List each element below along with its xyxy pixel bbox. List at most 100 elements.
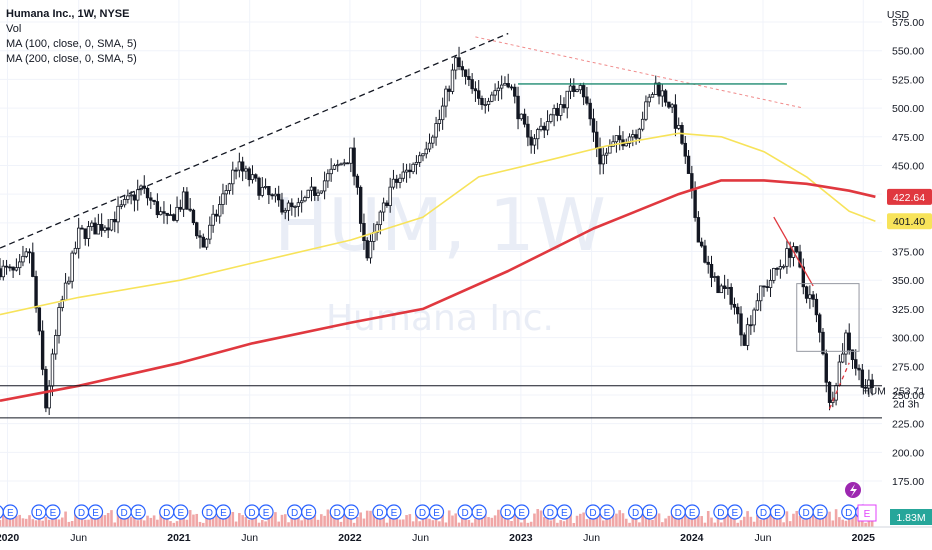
volume-bar — [618, 510, 621, 527]
volume-bar — [765, 515, 769, 527]
candle-body — [614, 135, 619, 143]
candle-body — [260, 186, 265, 196]
candle-body — [70, 252, 74, 282]
volume-bar — [428, 518, 431, 527]
lightning-icon[interactable] — [845, 482, 861, 498]
candle-body — [421, 153, 425, 157]
moving-averages — [0, 132, 876, 402]
candle-body — [660, 90, 665, 97]
volume-bar — [680, 517, 684, 527]
volume-bar — [513, 512, 517, 527]
candle-body — [696, 217, 701, 243]
earnings-markers[interactable]: DEDEDEDEDEDEDEDEDEDEDEDEDEDEDEDEDEDEDEDE… — [0, 504, 871, 520]
candle-body — [726, 286, 730, 289]
candle-body — [608, 145, 612, 154]
volume-bar — [703, 522, 707, 527]
volume-bar — [677, 517, 681, 527]
legend-title[interactable]: Humana Inc., 1W, NYSE — [6, 8, 130, 20]
candle-body — [313, 186, 317, 196]
volume-bar — [693, 515, 697, 527]
volume-bar — [57, 519, 61, 527]
volume-bar — [80, 519, 84, 527]
ma100-line — [0, 132, 876, 316]
legend-vol[interactable]: Vol — [6, 23, 22, 35]
volume-bar — [106, 513, 110, 527]
earnings-marker-icon — [428, 504, 445, 520]
volume-bar — [720, 522, 723, 527]
volume-bar — [175, 521, 179, 527]
legend-ma200[interactable]: MA (200, close, 0, SMA, 5) — [6, 53, 137, 65]
volume-bar — [388, 511, 392, 527]
earnings-marker-label: D — [376, 508, 383, 519]
y-tick-label: 225.00 — [892, 419, 924, 431]
volume-bar — [270, 512, 274, 527]
volume-bar — [120, 512, 123, 527]
volume-bar — [320, 514, 323, 527]
volume-bar — [11, 516, 15, 527]
volume-bar — [651, 519, 654, 527]
volume-bar — [716, 514, 720, 527]
volume-bar — [477, 514, 481, 527]
volume-bar — [556, 522, 559, 527]
volume-bar — [70, 520, 74, 527]
price-axis[interactable]: 575.00550.00525.00500.00475.00450.00425.… — [892, 17, 924, 488]
candle-body — [106, 227, 110, 231]
candle-body — [437, 119, 442, 124]
earnings-marker-label: E — [92, 508, 99, 519]
e-marker-text: E — [864, 509, 871, 520]
earnings-marker-icon — [514, 504, 530, 520]
volume-bar — [562, 521, 566, 527]
volume-bar — [156, 519, 159, 527]
earnings-marker-label: D — [163, 508, 170, 519]
candle-body — [126, 195, 130, 200]
candle-body — [365, 240, 369, 259]
candle-body — [8, 266, 12, 269]
candle-body — [4, 265, 9, 268]
candle-body — [44, 368, 48, 409]
x-tick-label: 2025 — [852, 532, 876, 544]
volume-bar — [700, 516, 703, 527]
volume-bar — [756, 515, 759, 527]
candle-body — [109, 218, 114, 231]
candle-body — [549, 114, 553, 122]
volume-bar — [21, 518, 25, 527]
drawings[interactable] — [0, 32, 882, 419]
y-tick-label: 575.00 — [892, 17, 924, 29]
legend-ma100[interactable]: MA (100, close, 0, SMA, 5) — [6, 38, 137, 50]
ma200-badge-bg — [887, 188, 932, 205]
volume-bar — [329, 514, 333, 527]
candle-body — [703, 245, 707, 263]
candle-body — [854, 359, 858, 369]
candle-body — [122, 199, 127, 206]
candle-body — [358, 186, 363, 224]
candle-body — [47, 385, 51, 409]
candle-body — [867, 379, 871, 389]
volume-bar — [349, 518, 353, 527]
candle-body — [221, 193, 225, 205]
volume-bar — [267, 514, 271, 527]
volume-bar — [683, 511, 687, 527]
ma100-badge: 401.40 — [887, 213, 932, 230]
y-tick-label: 175.00 — [892, 476, 924, 488]
ma200-badge-text: 422.64 — [893, 192, 925, 204]
candle-body — [388, 186, 392, 206]
candle-body — [398, 177, 402, 183]
volume-bar — [510, 521, 513, 527]
earnings-marker-icon — [215, 504, 232, 520]
candle-body — [244, 168, 248, 172]
volume-bar — [244, 516, 248, 527]
ma200-badge: 422.64 — [887, 188, 932, 205]
volume-bar — [149, 517, 153, 527]
volume-bar — [628, 522, 631, 527]
earnings-marker-label: D — [334, 508, 341, 519]
candle-body — [493, 90, 497, 96]
y-tick-label: 350.00 — [892, 275, 924, 287]
volume-bar — [467, 519, 471, 527]
volume-bar — [523, 515, 526, 527]
candle-body — [434, 123, 438, 138]
earnings-marker-label: E — [7, 508, 14, 519]
time-axis[interactable]: 2020 Jun 2021 Jun 2022 Jun 2023 Jun 2024 Jun 2025 — [0, 526, 932, 544]
ma100-badge-bg — [887, 213, 932, 230]
volume-bar — [395, 512, 399, 527]
